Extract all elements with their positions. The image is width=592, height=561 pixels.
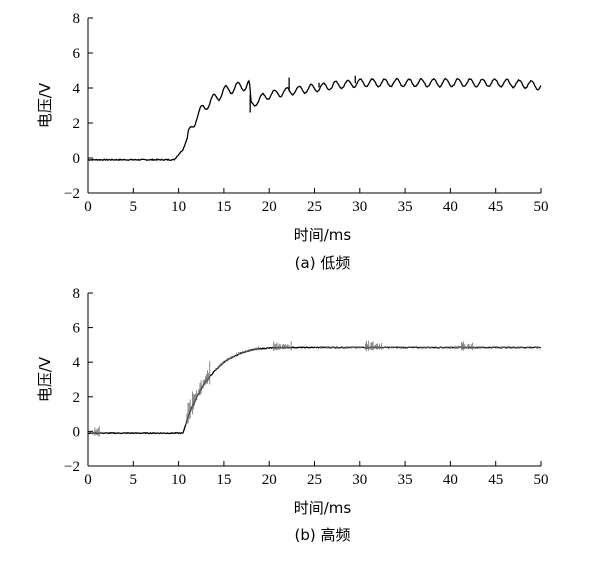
x-tick-label: 10	[171, 472, 186, 488]
y-tick-label: 2	[73, 116, 81, 132]
x-tick-label: 15	[216, 472, 231, 488]
x-tick-label: 20	[262, 199, 277, 215]
series-line	[87, 346, 542, 435]
panel-a-axes	[87, 18, 541, 194]
panel-a-ylabel: 电压/V	[36, 82, 54, 128]
x-tick-label: 10	[171, 199, 186, 215]
x-tick-label: 40	[443, 472, 458, 488]
panel-b-xlabel: 时间/ms	[294, 499, 352, 517]
y-tick-label: 2	[73, 390, 81, 406]
y-tick-label: 0	[73, 151, 81, 167]
panel-b-series	[87, 340, 542, 437]
panel-a-caption: (a) 低频	[295, 254, 351, 272]
series-spikes	[249, 75, 356, 113]
y-tick-label: 8	[73, 11, 81, 27]
y-tick-label: −2	[64, 186, 80, 202]
x-tick-label: 50	[534, 472, 549, 488]
x-tick-label: 45	[488, 199, 503, 215]
x-tick-label: 5	[130, 472, 138, 488]
x-tick-label: 5	[130, 199, 138, 215]
y-tick-label: 8	[73, 286, 81, 302]
x-tick-label: 0	[84, 472, 92, 488]
x-tick-label: 50	[534, 199, 549, 215]
panel-a-series	[87, 75, 542, 162]
y-tick-label: 6	[73, 46, 81, 62]
x-tick-label: 20	[262, 472, 277, 488]
series-line	[87, 77, 542, 162]
panel-a-xlabel: 时间/ms	[294, 226, 352, 244]
y-tick-label: 0	[73, 424, 81, 440]
panel-b-caption: (b) 高频	[295, 526, 351, 544]
panel-b-axes	[87, 293, 541, 467]
x-tick-label: 25	[307, 472, 322, 488]
x-tick-label: 15	[216, 199, 231, 215]
x-tick-label: 30	[352, 199, 367, 215]
x-tick-label: 35	[398, 199, 413, 215]
x-tick-label: 30	[352, 472, 367, 488]
panel-b-ylabel: 电压/V	[36, 356, 54, 402]
y-tick-label: 4	[73, 355, 81, 371]
y-tick-label: −2	[64, 459, 80, 475]
x-tick-label: 35	[398, 472, 413, 488]
x-tick-label: 25	[307, 199, 322, 215]
x-tick-label: 45	[488, 472, 503, 488]
y-tick-label: 4	[73, 81, 81, 97]
series-noise	[91, 340, 542, 437]
x-tick-label: 0	[84, 199, 92, 215]
y-tick-label: 6	[73, 321, 81, 337]
x-tick-label: 40	[443, 199, 458, 215]
